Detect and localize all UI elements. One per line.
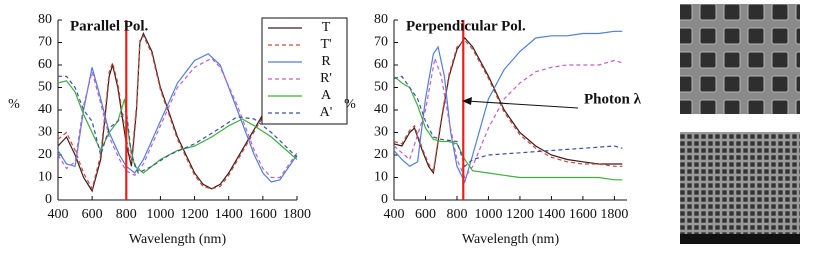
- series-line: [393, 39, 623, 173]
- x-tick-label: 1800: [283, 207, 311, 222]
- legend-label: A: [321, 88, 332, 103]
- sem-info-bar: [680, 234, 800, 244]
- legend-label: T: [322, 20, 331, 35]
- legend-label: R: [321, 54, 331, 69]
- x-tick-label: 1400: [537, 207, 565, 222]
- y-tick-label: 50: [374, 80, 388, 95]
- x-tick-label: 800: [116, 207, 137, 222]
- x-tick-label: 1600: [249, 207, 277, 222]
- y-tick-label: 0: [381, 192, 388, 207]
- y-tick-label: 60: [374, 57, 388, 72]
- y-tick-label: 30: [38, 125, 52, 140]
- y-tick-label: 40: [374, 102, 388, 117]
- x-axis-label: Wavelength (nm): [462, 232, 560, 247]
- x-tick-label: 400: [48, 207, 69, 222]
- y-tick-label: 0: [45, 192, 52, 207]
- series-line: [393, 75, 623, 168]
- legend-label: A': [320, 105, 333, 120]
- y-tick-label: 30: [374, 125, 388, 140]
- annotation-arrow: [465, 100, 579, 109]
- x-tick-label: 1200: [181, 207, 209, 222]
- y-tick-label: 50: [38, 80, 52, 95]
- series-line: [393, 37, 623, 175]
- chart-title: Parallel Pol.: [70, 18, 149, 34]
- y-tick-label: 40: [38, 102, 52, 117]
- y-tick-label: 20: [374, 147, 388, 162]
- x-tick-label: 1200: [506, 207, 534, 222]
- x-tick-label: 1400: [215, 207, 243, 222]
- series-line: [393, 55, 623, 179]
- annotation: Photon λ: [584, 91, 642, 107]
- legend-label: T': [320, 37, 331, 52]
- y-tick-label: 20: [38, 147, 52, 162]
- x-tick-label: 1800: [600, 207, 628, 222]
- y-tick-label: 10: [374, 170, 388, 185]
- series-line: [57, 80, 298, 174]
- legend-label: R': [320, 71, 332, 86]
- y-tick-label: 70: [374, 35, 388, 50]
- x-axis-label: Wavelength (nm): [129, 232, 227, 247]
- series-line: [57, 31, 298, 193]
- legend-box: [261, 17, 348, 125]
- x-tick-label: 800: [446, 207, 467, 222]
- y-tick-label: 80: [374, 12, 388, 27]
- series-line: [393, 75, 623, 181]
- x-tick-label: 1000: [146, 207, 174, 222]
- series-line: [57, 34, 298, 191]
- y-axis-label: %: [8, 97, 20, 112]
- y-tick-label: 70: [38, 35, 52, 50]
- y-tick-label: 60: [38, 57, 52, 72]
- annotation-arrowhead: [462, 97, 472, 105]
- x-tick-label: 600: [415, 207, 436, 222]
- x-tick-label: 600: [82, 207, 103, 222]
- series-line: [57, 57, 298, 179]
- y-tick-label: 10: [38, 170, 52, 185]
- y-axis-label: %: [344, 97, 356, 112]
- y-tick-label: 80: [38, 12, 52, 27]
- chart-title: Perpendicular Pol.: [406, 18, 526, 34]
- sem-image-closeup: [680, 4, 800, 114]
- series-line: [393, 30, 623, 184]
- sem-image-overview: [680, 132, 800, 244]
- x-tick-label: 1000: [474, 207, 502, 222]
- series-line: [58, 75, 298, 174]
- x-tick-label: 400: [384, 207, 405, 222]
- x-tick-label: 1600: [569, 207, 597, 222]
